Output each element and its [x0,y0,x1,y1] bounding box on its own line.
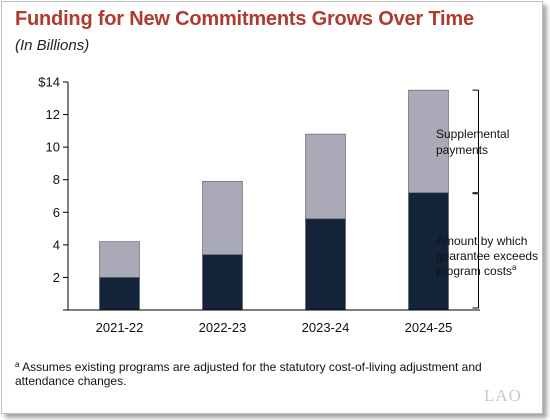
bar-guarantee-2024-25 [408,192,449,311]
footnote-text: Assumes existing programs are adjusted f… [15,360,482,388]
annotation-guarantee-line-3: program costsa [436,263,517,278]
bar-supplemental-2022-23 [202,181,243,255]
bar-supplemental-2024-25 [408,89,449,194]
annotation-guarantee-line-2-text: guarantee exceeds [436,249,538,263]
chart-subtitle: (In Billions) [15,37,90,54]
footnote-marker: a [15,360,20,369]
annotation-guarantee-line-1: Amount by which [436,234,527,248]
x-tick-label: 2023-24 [302,320,350,335]
y-tick-label: 12 [46,107,60,122]
annotation-supplemental-line-1: Supplemental [436,127,509,141]
chart-title: Funding for New Commitments Grows Over T… [15,8,474,30]
annotations: Supplemental payments Amount by which gu… [436,89,538,309]
bar-guarantee-2022-23 [202,254,243,311]
x-tick-label: 2024-25 [405,320,453,335]
bracket-guarantee [472,193,479,309]
annotation-guarantee-marker: a [512,263,517,272]
y-tick-label: $14 [38,75,60,90]
annotation-guarantee-line-3-text: program costs [436,264,512,278]
figure-frame: Funding for New Commitments Grows Over T… [1,1,543,414]
bars [99,89,449,311]
y-tick-label: 6 [53,205,60,220]
annotation-guarantee-line-2: guarantee exceeds [436,249,538,263]
x-tick-label: 2022-23 [199,320,247,335]
bar-supplemental-2021-22 [99,241,140,278]
stacked-bar-chart: 2 4 6 8 10 12 $14 2021-22 2022-23 2023-24 2024-25… [38,75,538,336]
y-tick-label: 8 [53,172,60,187]
y-axis: 2 4 6 8 10 12 $14 [38,75,69,311]
footnote: a Assumes existing programs are adjusted… [15,358,515,388]
bracket-supplemental [472,89,479,194]
bar-guarantee-2021-22 [99,277,140,311]
lao-logo: LAO [484,386,522,405]
y-tick-label: 4 [53,237,60,252]
bar-supplemental-2023-24 [305,133,346,220]
bar-guarantee-2023-24 [305,218,346,311]
annotation-supplemental-line-2: payments [436,143,488,157]
x-tick-label: 2021-22 [96,320,144,335]
y-tick-label: 2 [53,270,60,285]
y-tick-label: 10 [46,140,60,155]
x-axis: 2021-22 2022-23 2023-24 2024-25 [68,309,480,335]
